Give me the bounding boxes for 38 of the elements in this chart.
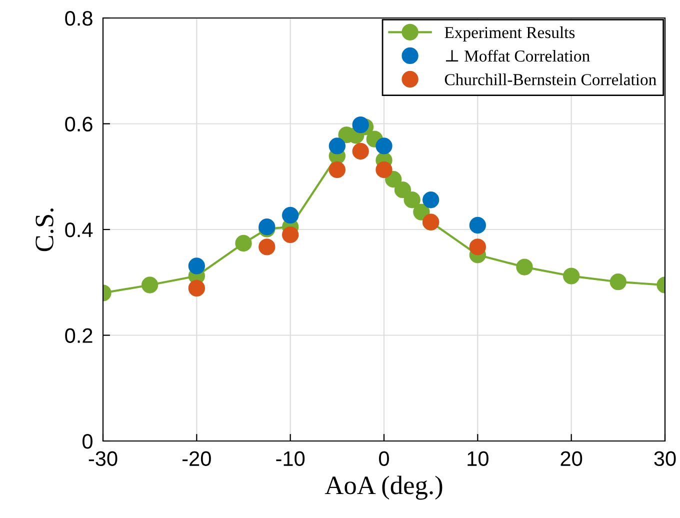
point [352,142,369,160]
point [282,206,299,224]
point [352,116,369,134]
y-tick-label: 0.2 [65,328,92,344]
point [188,258,205,274]
x-tick-label: 0 [379,451,389,466]
point [188,280,205,297]
point [142,276,158,294]
point [258,238,276,256]
point [376,138,392,154]
x-tick-label: -10 [276,451,305,466]
point [422,192,440,208]
legend-label: Churchill-Bernstein Correlation [444,74,656,86]
y-tick-label: 0.6 [65,116,92,132]
point [394,182,412,198]
x-tick-label: 10 [468,451,488,466]
point [610,274,626,290]
point [376,161,392,178]
point [516,258,533,276]
y-tick-label: 0.8 [65,11,92,26]
point [404,192,420,208]
point [469,238,486,256]
y-tick-label: 0 [82,434,92,449]
y-tick-label: 0.4 [65,222,93,238]
point [563,268,580,284]
x-tick-label: 30 [654,451,676,466]
y-axis-title: C.S. [36,208,54,252]
point [282,226,299,244]
x-tick-label: -20 [182,451,211,466]
x-axis-title: AoA (deg.) [324,476,442,500]
point [235,234,252,252]
point [328,161,346,178]
point [328,138,346,154]
legend-label: ⊥ Moffat Correlation [446,50,590,62]
x-tick-label: -30 [88,451,118,466]
legend-label: Experiment Results [444,26,575,42]
x-tick-label: 20 [560,451,582,466]
point [469,216,486,234]
